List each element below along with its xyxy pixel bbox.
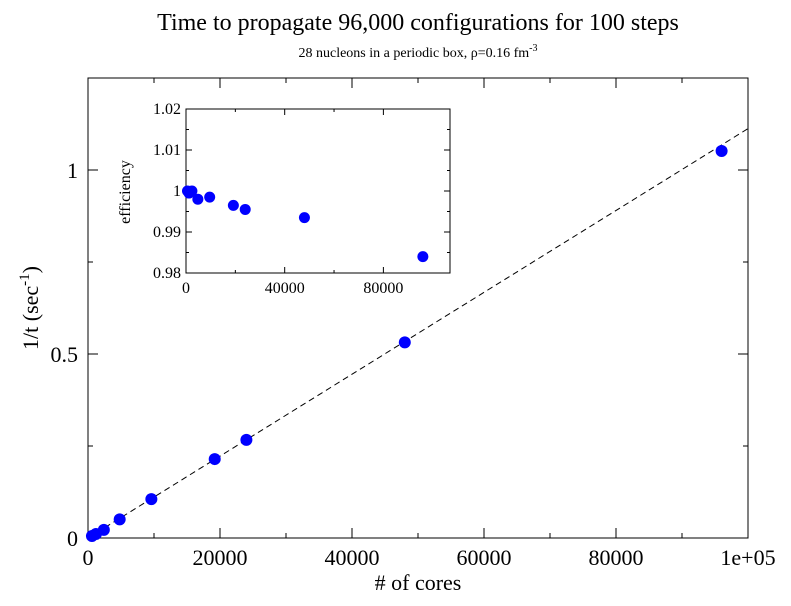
y-tick-label: 1.01 <box>153 142 181 159</box>
x-tick-label: 80000 <box>589 545 644 570</box>
data-point <box>97 523 110 536</box>
y-tick-label: 1 <box>173 183 181 200</box>
data-point <box>398 336 411 349</box>
data-point <box>192 193 204 205</box>
x-tick-label: 0 <box>83 545 94 570</box>
data-point <box>298 212 310 224</box>
x-tick-label: 1e+05 <box>720 545 775 570</box>
data-point <box>227 199 239 211</box>
chart-subtitle: 28 nucleons in a periodic box, ρ=0.16 fm… <box>298 43 537 61</box>
inset-y-axis-label: efficiency <box>117 160 134 224</box>
y-tick-label: 0 <box>67 526 78 551</box>
data-point <box>239 203 251 215</box>
inset-axis-ticks: 0 40000 80000 0.98 0.99 1 1.01 1.02 <box>153 101 450 297</box>
y-tick-label: 1.02 <box>153 101 181 118</box>
x-tick-label: 0 <box>182 280 190 297</box>
y-tick-label: 0.98 <box>153 265 181 282</box>
data-point <box>186 185 198 197</box>
main-axis-ticks: 0 20000 40000 60000 80000 1e+05 0 0.5 1 <box>51 77 776 570</box>
data-point <box>208 453 221 466</box>
x-tick-label: 20000 <box>193 545 248 570</box>
data-point <box>240 433 253 446</box>
data-point <box>113 513 126 526</box>
x-axis-label: # of cores <box>375 570 462 595</box>
chart-title: Time to propagate 96,000 configurations … <box>157 10 679 36</box>
main-data-points <box>85 145 728 542</box>
y-tick-label: 0.99 <box>153 224 181 241</box>
data-point <box>715 145 728 158</box>
x-tick-label: 40000 <box>325 545 380 570</box>
x-tick-label: 80000 <box>363 280 403 297</box>
y-axis-label: 1/t (sec-1) <box>17 266 43 350</box>
y-tick-label: 0.5 <box>51 342 79 367</box>
y-tick-label: 1 <box>67 158 78 183</box>
inset-data-points <box>181 185 429 263</box>
inset-plot-frame <box>185 108 451 274</box>
x-tick-label: 60000 <box>457 545 512 570</box>
x-tick-label: 40000 <box>265 280 305 297</box>
data-point <box>417 251 429 263</box>
data-point <box>145 493 158 506</box>
data-point <box>204 191 216 203</box>
